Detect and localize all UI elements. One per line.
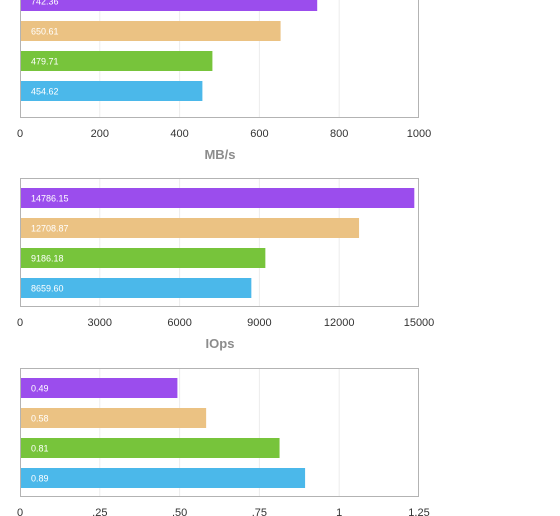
x-tick-label: 6000 xyxy=(167,317,191,329)
data-label: 14786.15 xyxy=(31,194,69,204)
x-tick-label: 0 xyxy=(17,317,23,329)
bar xyxy=(21,408,207,428)
bar xyxy=(21,218,360,238)
x-tick-label: 1 xyxy=(336,507,342,516)
data-label: 650.61 xyxy=(31,27,59,37)
bar xyxy=(21,278,252,298)
plot-frame xyxy=(20,368,419,497)
bar xyxy=(21,81,203,101)
x-tick-label: 600 xyxy=(250,128,268,140)
x-tick-label: 1000 xyxy=(407,128,431,140)
chart-panel-2: 14786.15 12708.87 9186.18 8659.60 0 3000 6000 9… xyxy=(17,178,434,351)
x-tick-label: .75 xyxy=(252,507,267,516)
plot-frame xyxy=(20,0,419,118)
x-tick-label: 0 xyxy=(17,507,23,516)
bar xyxy=(21,21,281,41)
x-tick-label: 15000 xyxy=(404,317,435,329)
bar xyxy=(21,51,213,71)
x-tick-label: 1.25 xyxy=(408,507,429,516)
x-tick-label: 12000 xyxy=(324,317,355,329)
x-tick-label: .25 xyxy=(92,507,107,516)
x-tick-label: 200 xyxy=(91,128,109,140)
x-tick-label: 0 xyxy=(17,128,23,140)
data-label: 742.36 xyxy=(31,0,59,7)
x-axis-label: MB/s xyxy=(204,147,235,162)
chart-panel-1: 742.36 650.61 479.71 454.62 0 200 400 600 800 100… xyxy=(17,0,431,162)
x-tick-label: 9000 xyxy=(247,317,271,329)
data-label: 0.81 xyxy=(31,444,49,454)
plot-frame xyxy=(20,178,419,307)
data-label: 0.49 xyxy=(31,384,49,394)
bar xyxy=(21,188,415,208)
x-tick-label: 400 xyxy=(170,128,188,140)
data-label: 9186.18 xyxy=(31,254,64,264)
bar xyxy=(21,0,318,11)
x-tick-label: .50 xyxy=(172,507,187,516)
x-tick-label: 3000 xyxy=(88,317,112,329)
bar xyxy=(21,468,306,488)
x-tick-label: 800 xyxy=(330,128,348,140)
x-axis-label: IOps xyxy=(206,336,235,351)
data-label: 0.58 xyxy=(31,414,49,424)
data-label: 0.89 xyxy=(31,474,49,484)
data-label: 8659.60 xyxy=(31,284,64,294)
data-label: 479.71 xyxy=(31,57,59,67)
bar xyxy=(21,438,280,458)
bar xyxy=(21,378,178,398)
chart-panel-3: 0.49 0.58 0.81 0.89 0 .25 .50 .75 1 1.25 xyxy=(17,368,430,516)
data-label: 12708.87 xyxy=(31,224,69,234)
bar xyxy=(21,248,266,268)
data-label: 454.62 xyxy=(31,87,59,97)
